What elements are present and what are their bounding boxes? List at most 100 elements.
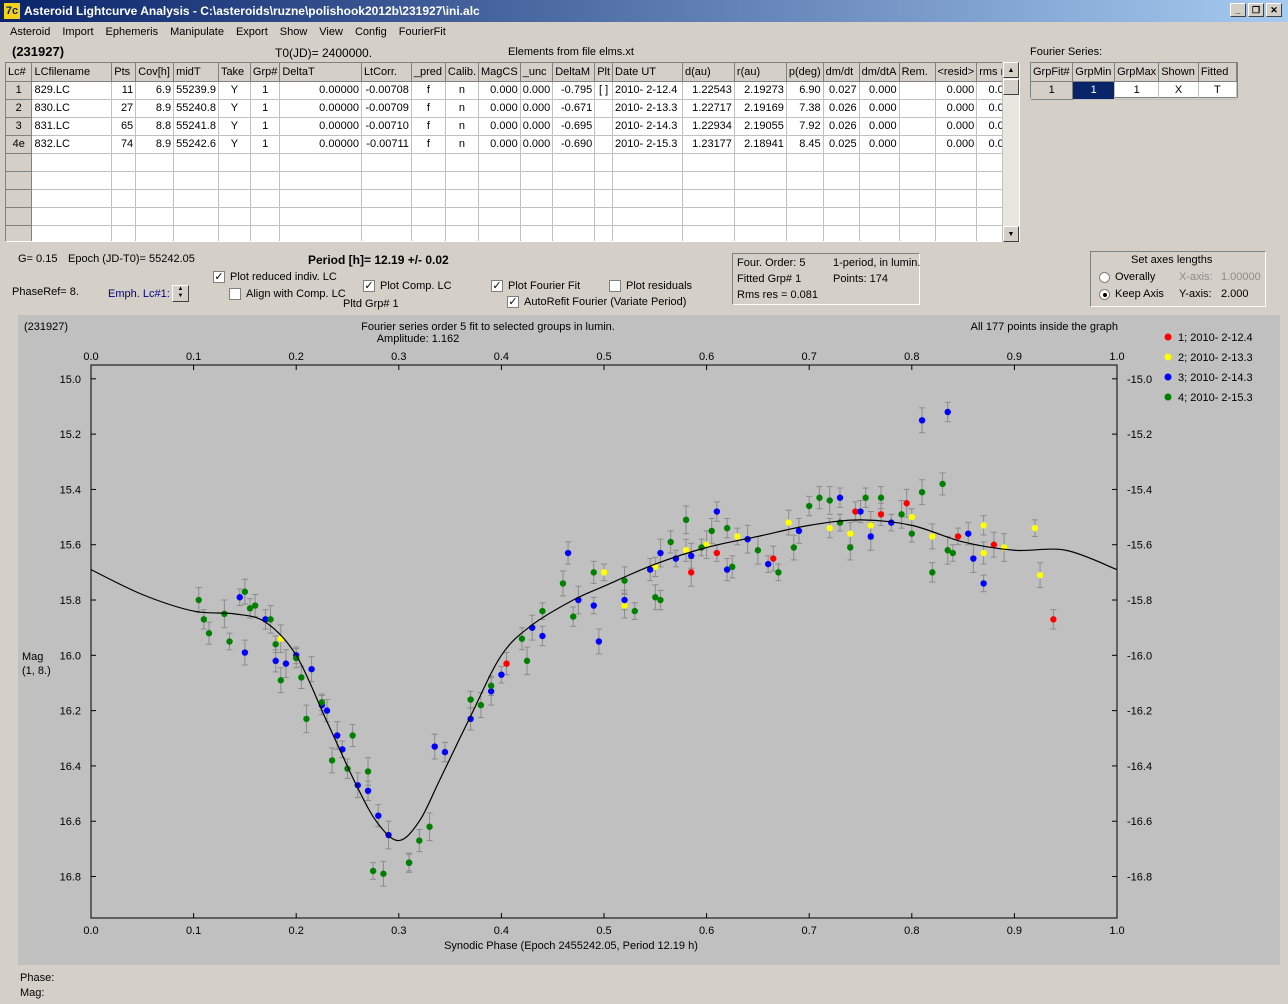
table-cell[interactable] [250, 189, 281, 208]
table-cell[interactable]: 0.000 [859, 117, 900, 136]
table-cell[interactable]: 0.000 [520, 117, 554, 136]
table-cell[interactable] [935, 225, 978, 241]
table-cell[interactable]: 2.19273 [734, 81, 787, 100]
table-cell[interactable] [445, 171, 480, 190]
table-cell[interactable] [173, 225, 219, 241]
menu-show[interactable]: Show [279, 26, 308, 38]
table-cell[interactable] [6, 207, 33, 226]
table-cell[interactable] [786, 225, 824, 241]
table-cell[interactable] [899, 189, 936, 208]
table-cell[interactable] [552, 225, 596, 241]
col-header[interactable]: _pred [411, 63, 446, 82]
fourier-groups-table[interactable]: GrpFit# GrpMin GrpMax Shown Fitted 1 1 1… [1030, 62, 1238, 100]
table-cell[interactable] [31, 153, 113, 172]
table-cell[interactable] [218, 189, 251, 208]
scroll-up-icon[interactable]: ▲ [1003, 62, 1019, 78]
table-row[interactable] [6, 171, 1019, 190]
menu-fourierfit[interactable]: FourierFit [398, 26, 446, 38]
plot-comp-check-icon[interactable]: ✓ [363, 280, 375, 293]
table-cell[interactable]: 8.9 [135, 99, 175, 118]
table-cell[interactable]: 8.45 [786, 135, 824, 154]
table-cell[interactable] [594, 117, 614, 136]
table-row[interactable] [6, 207, 1019, 226]
table-cell[interactable] [935, 189, 978, 208]
autorefit-checkbox[interactable]: ✓ AutoRefit Fourier (Variate Period) [507, 296, 686, 309]
table-cell[interactable] [823, 189, 860, 208]
table-cell[interactable]: 832.LC [31, 135, 113, 154]
table-cell[interactable]: 2010- 2-14.3 [612, 117, 684, 136]
table-cell[interactable] [552, 207, 596, 226]
table-cell[interactable]: 55240.8 [173, 99, 219, 118]
table-cell[interactable]: n [445, 81, 480, 100]
table-cell[interactable] [361, 225, 412, 241]
restore-button[interactable]: ❐ [1248, 3, 1264, 17]
col-header[interactable]: Grp# [250, 63, 281, 82]
table-cell[interactable] [279, 225, 362, 241]
table-cell[interactable] [31, 171, 113, 190]
table-cell[interactable]: -0.690 [552, 135, 596, 154]
table-cell[interactable] [935, 153, 978, 172]
table-cell[interactable]: 1.22543 [682, 81, 735, 100]
table-cell[interactable] [361, 171, 412, 190]
table-cell[interactable]: 0.000 [859, 81, 900, 100]
table-cell[interactable]: f [411, 99, 446, 118]
table-cell[interactable] [6, 171, 33, 190]
close-button[interactable]: ✕ [1266, 3, 1282, 17]
table-cell[interactable] [445, 153, 480, 172]
col-header[interactable]: DeltaT [279, 63, 362, 82]
emph-lc-spinner[interactable]: ▲ ▼ [172, 285, 189, 302]
table-cell[interactable]: 4e [6, 135, 33, 154]
table-cell[interactable]: 7.92 [786, 117, 824, 136]
table-cell[interactable] [173, 153, 219, 172]
table-cell[interactable] [859, 189, 900, 208]
table-row[interactable]: 2 830.LC 27 8.9 55240.8 Y 1 0.00000 -0.00709 f n 0.… [6, 99, 1019, 118]
col-header[interactable]: midT [173, 63, 219, 82]
overally-radio-icon[interactable] [1099, 271, 1110, 283]
table-cell[interactable] [612, 207, 684, 226]
table-cell[interactable]: Y [218, 135, 251, 154]
menu-config[interactable]: Config [354, 26, 387, 38]
cell-shown[interactable]: X [1158, 81, 1199, 100]
table-cell[interactable] [250, 153, 281, 172]
plot-resid-checkbox[interactable]: Plot residuals [609, 280, 692, 293]
table-cell[interactable] [31, 225, 113, 241]
table-cell[interactable] [552, 189, 596, 208]
col-header[interactable]: _unc [520, 63, 554, 82]
table-cell[interactable]: 0.000 [859, 135, 900, 154]
table-cell[interactable] [682, 207, 735, 226]
table-cell[interactable]: -0.671 [552, 99, 596, 118]
table-cell[interactable] [279, 153, 362, 172]
table-cell[interactable]: 831.LC [31, 117, 113, 136]
table-cell[interactable] [899, 225, 936, 241]
table-cell[interactable]: 7.38 [786, 99, 824, 118]
table-cell[interactable]: n [445, 117, 480, 136]
table-cell[interactable] [899, 135, 936, 154]
col-header[interactable]: d(au) [682, 63, 735, 82]
table-cell[interactable] [279, 189, 362, 208]
table-cell[interactable]: 830.LC [31, 99, 113, 118]
table-row[interactable] [6, 189, 1019, 208]
table-cell[interactable] [899, 171, 936, 190]
table-cell[interactable] [520, 171, 554, 190]
table-cell[interactable]: 8.9 [135, 135, 175, 154]
col-header[interactable]: Pts [111, 63, 137, 82]
table-cell[interactable] [135, 153, 175, 172]
table-cell[interactable] [111, 189, 137, 208]
table-cell[interactable] [173, 189, 219, 208]
plot-reduced-check-icon[interactable]: ✓ [213, 271, 225, 284]
table-cell[interactable]: 55239.9 [173, 81, 219, 100]
table-cell[interactable] [445, 189, 480, 208]
table-cell[interactable]: f [411, 117, 446, 136]
table-row[interactable] [6, 225, 1019, 241]
table-cell[interactable] [279, 171, 362, 190]
table-cell[interactable]: Y [218, 117, 251, 136]
plot-fourier-checkbox[interactable]: ✓ Plot Fourier Fit [491, 280, 580, 293]
table-cell[interactable]: -0.795 [552, 81, 596, 100]
table-cell[interactable] [411, 171, 446, 190]
table-cell[interactable]: 0.000 [935, 81, 978, 100]
table-cell[interactable] [594, 171, 614, 190]
table-cell[interactable] [786, 153, 824, 172]
table-cell[interactable] [823, 171, 860, 190]
col-header[interactable]: Cov[h] [135, 63, 175, 82]
table-cell[interactable]: 1 [250, 135, 281, 154]
